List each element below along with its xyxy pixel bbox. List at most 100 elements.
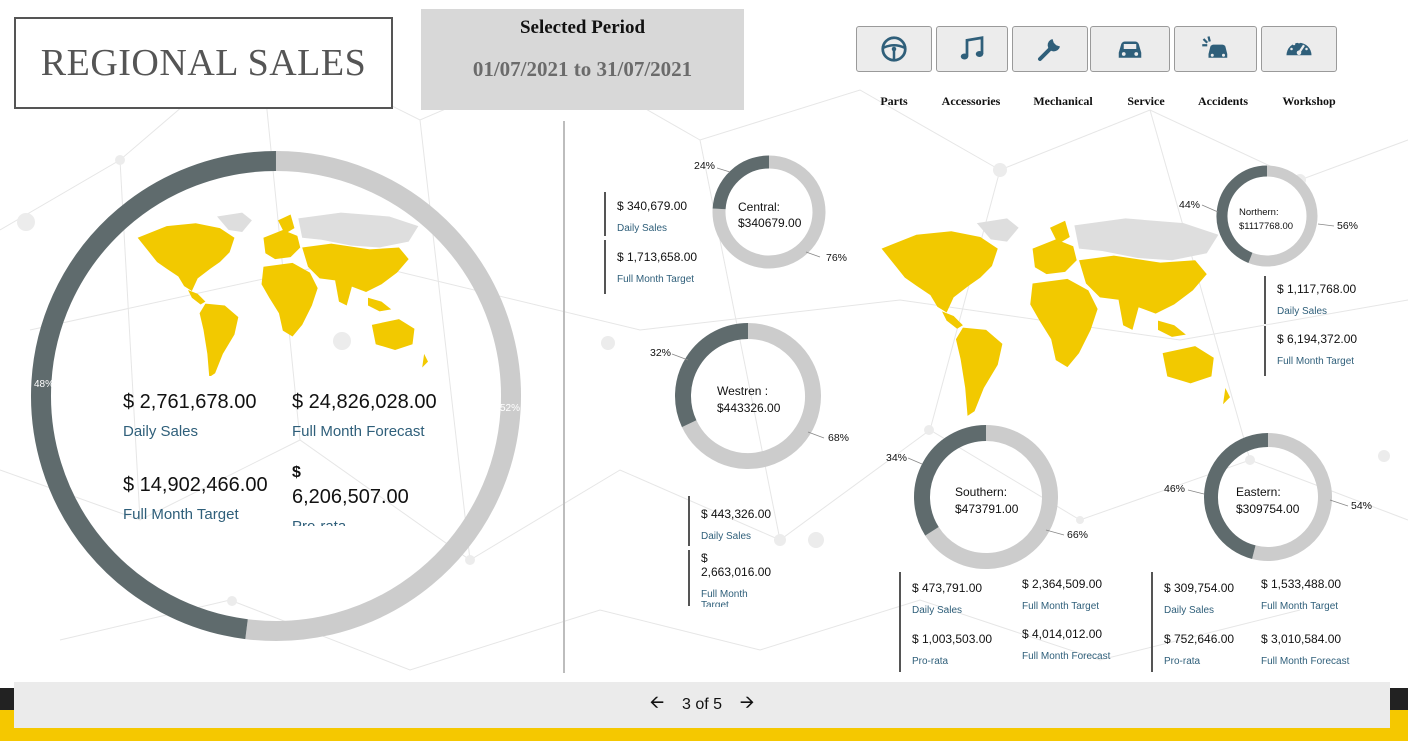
western-target-label: Full Month Target bbox=[701, 589, 748, 607]
western-donut-chart bbox=[675, 323, 821, 469]
central-remaining-arc bbox=[712, 155, 826, 269]
eastern-achieved-arc bbox=[1204, 433, 1269, 559]
southern-target-label: Full Month Target bbox=[1022, 601, 1100, 612]
eastern-donut-chart bbox=[1204, 433, 1332, 561]
southern-donut-chart bbox=[914, 425, 1058, 569]
northern-remaining-arc bbox=[1248, 165, 1318, 267]
service-label[interactable]: Service bbox=[1127, 94, 1165, 108]
western-daily-sales-label: Daily Sales bbox=[701, 531, 752, 542]
western-target-currency: $ bbox=[701, 551, 708, 565]
southern-achieved-arc bbox=[914, 425, 987, 536]
northern-daily-sales-value: $ 1,117,768.00 bbox=[1277, 282, 1357, 296]
eastern-remaining-pct: 54% bbox=[1351, 500, 1373, 512]
western-amount: $443326.00 bbox=[717, 401, 781, 415]
overall-target-value: $ 14,902,466.00 bbox=[123, 474, 268, 496]
dashboard-title-box: REGIONAL SALES bbox=[14, 17, 393, 109]
mechanical-label[interactable]: Mechanical bbox=[1033, 94, 1093, 108]
page-indicator: 3 of 5 bbox=[681, 696, 723, 713]
period-label: Selected Period bbox=[519, 17, 646, 38]
eastern-stat-bar bbox=[1151, 572, 1153, 672]
central-achieved-pct: 24% bbox=[694, 160, 716, 172]
workshop-button[interactable] bbox=[1261, 26, 1337, 72]
eastern-pro-rata-label: Pro-rata bbox=[1164, 656, 1201, 667]
car-crash-icon bbox=[1201, 36, 1227, 58]
overall-donut-chart bbox=[31, 151, 521, 641]
southern-pro-rata-label: Pro-rata bbox=[912, 656, 949, 667]
central-name: Central: bbox=[738, 200, 781, 214]
overall-daily-sales-value: $ 2,761,678.00 bbox=[123, 391, 257, 413]
northern-remaining-pct: 56% bbox=[1337, 220, 1359, 232]
western-stat-bar-1 bbox=[688, 496, 690, 546]
section-divider bbox=[563, 121, 565, 673]
overall-pro-rata-label-clip: Pro-rata bbox=[292, 518, 346, 526]
central-target-value: $ 1,713,658.00 bbox=[617, 250, 698, 264]
parts-label[interactable]: Parts bbox=[880, 94, 908, 108]
western-name: Westren : bbox=[717, 384, 769, 398]
central-amount: $340679.00 bbox=[738, 216, 802, 230]
overall-achieved-arc bbox=[31, 151, 276, 640]
workshop-label[interactable]: Workshop bbox=[1282, 94, 1336, 108]
arrow-left-icon[interactable]: 🡨 bbox=[649, 692, 665, 712]
southern-remaining-arc bbox=[925, 425, 1058, 569]
overall-forecast-label: Full Month Forecast bbox=[292, 423, 425, 440]
southern-target-value: $ 2,364,509.00 bbox=[1022, 577, 1103, 591]
southern-amount: $473791.00 bbox=[955, 502, 1019, 516]
eastern-forecast-value: $ 3,010,584.00 bbox=[1261, 632, 1342, 646]
central-donut-chart bbox=[712, 155, 826, 269]
western-stat-bar-2 bbox=[688, 550, 690, 606]
overall-pro-rata-value: 6,206,507.00 bbox=[292, 486, 409, 508]
eastern-achieved-pct: 46% bbox=[1164, 483, 1186, 495]
northern-achieved-arc bbox=[1216, 165, 1268, 263]
southern-name: Southern: bbox=[955, 485, 1008, 499]
central-achieved-arc bbox=[712, 155, 770, 210]
overall-remaining-arc bbox=[245, 151, 521, 641]
northern-stat-bar-2 bbox=[1264, 326, 1266, 376]
central-daily-sales-value: $ 340,679.00 bbox=[617, 199, 688, 213]
southern-daily-sales-value: $ 473,791.00 bbox=[912, 581, 983, 595]
overall-daily-sales-label: Daily Sales bbox=[123, 423, 199, 440]
overall-pro-rata-currency: $ bbox=[292, 464, 301, 481]
accessories-button[interactable] bbox=[936, 26, 1008, 72]
selected-period-panel: Selected Period 01/07/2021 to 31/07/2021 bbox=[421, 9, 744, 110]
northern-target-label: Full Month Target bbox=[1277, 356, 1355, 367]
service-button[interactable] bbox=[1090, 26, 1170, 72]
eastern-pro-rata-value: $ 752,646.00 bbox=[1164, 632, 1235, 646]
eastern-remaining-arc bbox=[1252, 433, 1332, 561]
southern-forecast-value: $ 4,014,012.00 bbox=[1022, 627, 1103, 641]
accidents-button[interactable] bbox=[1174, 26, 1257, 72]
period-range: 01/07/2021 to 31/07/2021 bbox=[472, 57, 693, 81]
pagination-bar: 🡨 3 of 5 🡪 bbox=[14, 682, 1390, 728]
overall-pro-rata-label: Pro-rata bbox=[292, 518, 346, 526]
mechanical-button[interactable] bbox=[1012, 26, 1088, 72]
accessories-label[interactable]: Accessories bbox=[941, 94, 1001, 108]
eastern-daily-sales-value: $ 309,754.00 bbox=[1164, 581, 1235, 595]
western-target-value: 2,663,016.00 bbox=[701, 565, 772, 579]
northern-target-value: $ 6,194,372.00 bbox=[1277, 332, 1358, 346]
eastern-target-value: $ 1,533,488.00 bbox=[1261, 577, 1342, 591]
southern-remaining-pct: 66% bbox=[1067, 529, 1089, 541]
steering-wheel-icon bbox=[881, 36, 907, 62]
overall-forecast-value: $ 24,826,028.00 bbox=[292, 391, 437, 413]
western-achieved-arc bbox=[675, 323, 749, 428]
central-stat-bar-2 bbox=[604, 240, 606, 294]
western-target-label-clip: Full Month Target bbox=[701, 589, 761, 607]
eastern-name: Eastern: bbox=[1236, 485, 1281, 499]
eastern-amount: $309754.00 bbox=[1236, 502, 1300, 516]
eastern-target-label: Full Month Target bbox=[1261, 601, 1339, 612]
central-target-label: Full Month Target bbox=[617, 274, 695, 285]
accidents-label[interactable]: Accidents bbox=[1198, 94, 1248, 108]
parts-button[interactable] bbox=[856, 26, 932, 72]
northern-achieved-pct: 44% bbox=[1179, 199, 1201, 211]
dashboard-title: REGIONAL SALES bbox=[40, 42, 367, 84]
northern-amount: $1117768.00 bbox=[1239, 221, 1294, 232]
central-stat-bar-1 bbox=[604, 192, 606, 236]
eastern-daily-sales-label: Daily Sales bbox=[1164, 605, 1215, 616]
southern-stat-bar bbox=[899, 572, 901, 672]
western-remaining-pct: 68% bbox=[828, 432, 850, 444]
arrow-right-icon[interactable]: 🡪 bbox=[739, 692, 755, 712]
wrench-icon bbox=[1038, 39, 1060, 61]
overall-remaining-pct: 52% bbox=[500, 403, 521, 414]
northern-daily-sales-label: Daily Sales bbox=[1277, 306, 1328, 317]
western-remaining-arc bbox=[681, 323, 821, 469]
